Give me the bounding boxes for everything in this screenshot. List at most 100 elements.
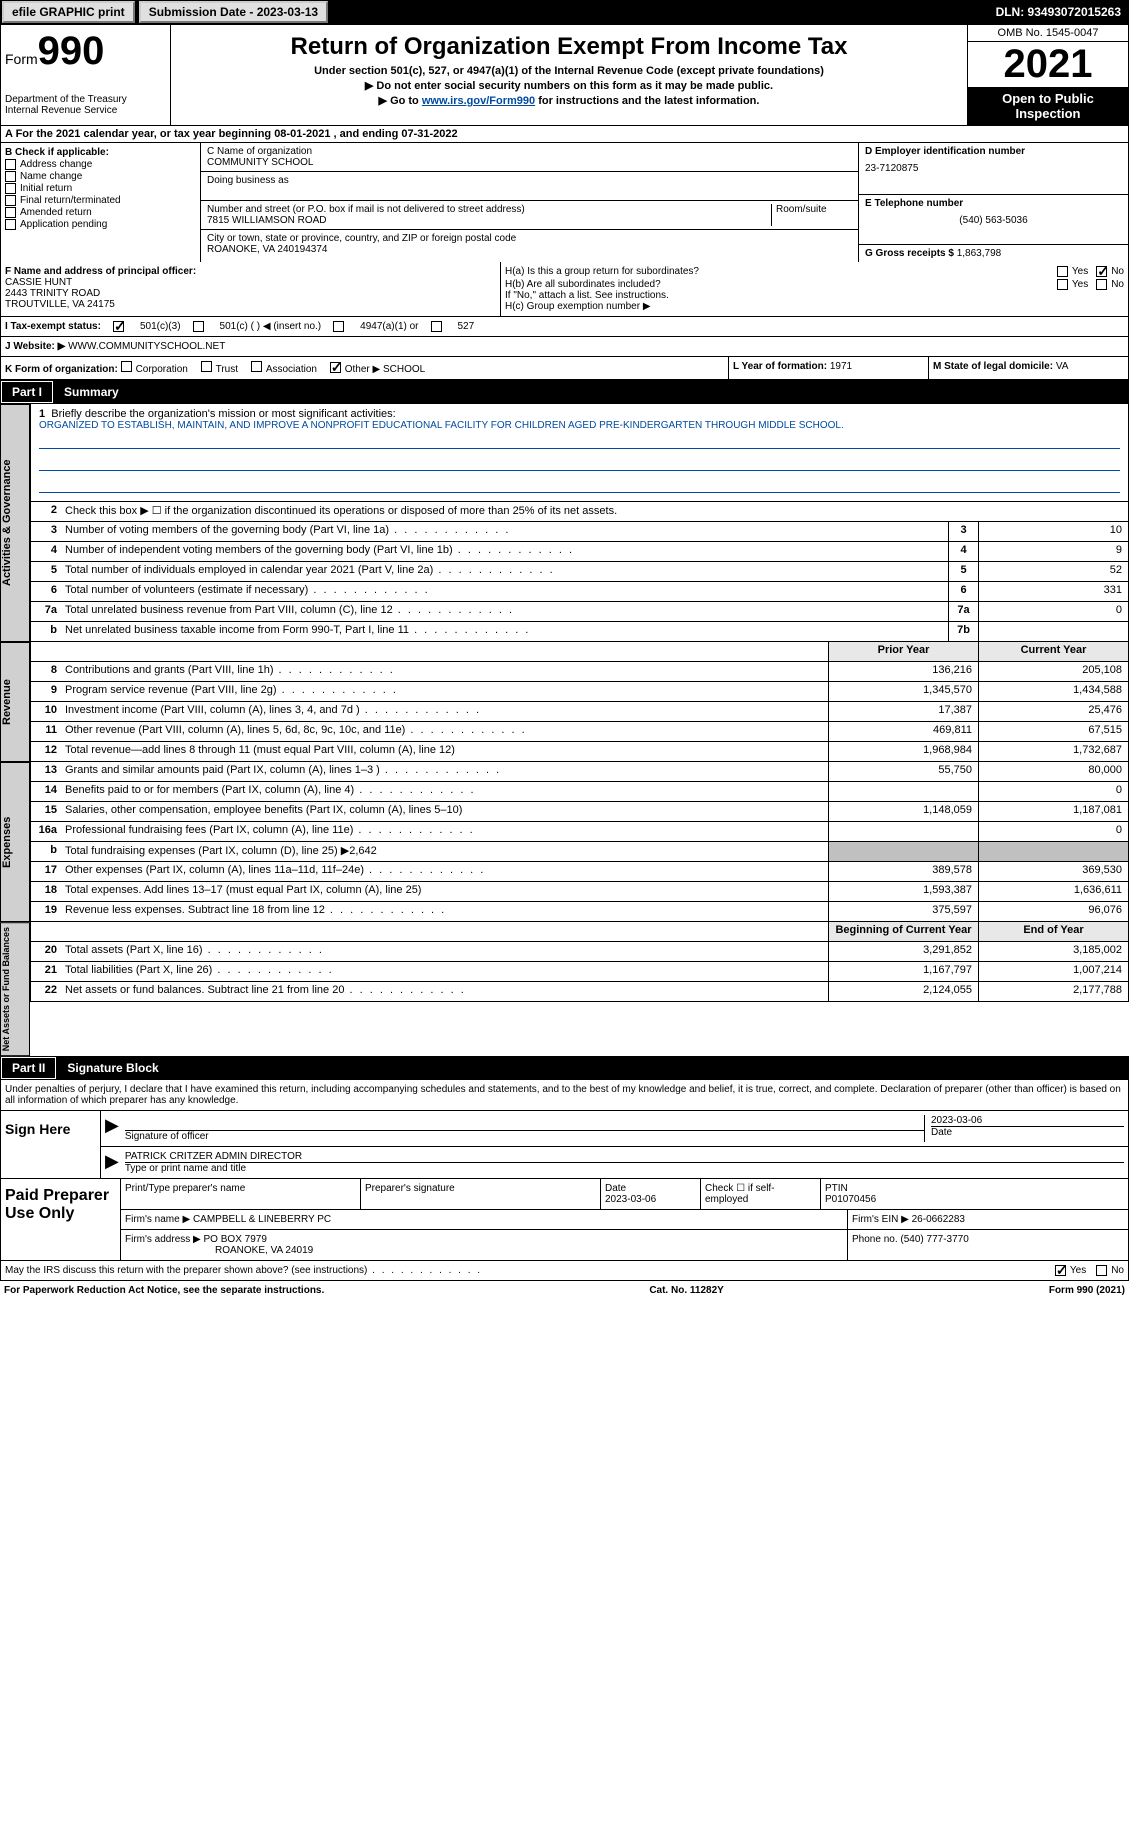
l21-desc: Total liabilities (Part X, line 26) [61,962,828,981]
firm-ein: 26-0662283 [912,1214,965,1225]
cb-initial-return[interactable] [5,183,16,194]
form-header: Form990 Department of the Treasury Inter… [0,24,1129,126]
l16b-desc: Total fundraising expenses (Part IX, col… [61,842,828,861]
cb-trust[interactable] [201,361,212,372]
type-name-label: Type or print name and title [125,1163,1124,1174]
dba-label: Doing business as [207,175,852,186]
l17-curr: 369,530 [978,862,1128,881]
l13-prior: 55,750 [828,762,978,781]
officer-name-title: PATRICK CRITZER ADMIN DIRECTOR [125,1151,1124,1163]
officer-group-block: F Name and address of principal officer:… [0,262,1129,317]
l2-label: Check this box ▶ ☐ if the organization d… [61,502,1128,521]
cb-address-change[interactable] [5,159,16,170]
cb-4947[interactable] [333,321,344,332]
topbar: efile GRAPHIC print Submission Date - 20… [0,0,1129,24]
prep-sig-label: Preparer's signature [361,1179,601,1209]
instr-ssn: ▶ Do not enter social security numbers o… [175,79,963,92]
l9-prior: 1,345,570 [828,682,978,701]
cb-other[interactable] [330,362,341,373]
l7b-desc: Net unrelated business taxable income fr… [61,622,948,641]
cb-name-change[interactable] [5,171,16,182]
org-name-label: C Name of organization [207,146,852,157]
omb-number: OMB No. 1545-0047 [968,25,1128,42]
l17-prior: 389,578 [828,862,978,881]
irs-link[interactable]: www.irs.gov/Form990 [422,95,535,107]
l13-curr: 80,000 [978,762,1128,781]
l14-prior [828,782,978,801]
cb-527[interactable] [431,321,442,332]
l12-curr: 1,732,687 [978,742,1128,761]
l8-prior: 136,216 [828,662,978,681]
sig-date-label: Date [931,1126,1124,1138]
firm-addr2: ROANOKE, VA 24019 [215,1245,313,1256]
cb-ha-yes[interactable] [1057,266,1068,277]
l17-desc: Other expenses (Part IX, column (A), lin… [61,862,828,881]
l4-val: 9 [978,542,1128,561]
sig-officer-label: Signature of officer [125,1131,924,1142]
phone-label: E Telephone number [865,198,963,209]
l22-curr: 2,177,788 [978,982,1128,1001]
part1-header: Part I Summary [0,380,1129,404]
name-arrow-icon: ▶ [105,1151,119,1174]
l7a-desc: Total unrelated business revenue from Pa… [61,602,948,621]
sig-date-value: 2023-03-06 [931,1115,1124,1126]
cb-501c[interactable] [193,321,204,332]
vlabel-net-assets: Net Assets or Fund Balances [0,922,30,1056]
l8-desc: Contributions and grants (Part VIII, lin… [61,662,828,681]
website-value: WWW.COMMUNITYSCHOOL.NET [68,341,225,352]
mission-text: ORGANIZED TO ESTABLISH, MAINTAIN, AND IM… [39,420,1120,431]
paid-preparer-block: Paid Preparer Use Only Print/Type prepar… [0,1179,1129,1261]
instr-link: ▶ Go to www.irs.gov/Form990 for instruct… [175,94,963,107]
section-b-checkboxes: B Check if applicable: Address change Na… [1,143,201,262]
l7a-val: 0 [978,602,1128,621]
l5-desc: Total number of individuals employed in … [61,562,948,581]
l22-prior: 2,124,055 [828,982,978,1001]
cb-discuss-yes[interactable] [1055,1265,1066,1276]
l3-desc: Number of voting members of the governin… [61,522,948,541]
l12-desc: Total revenue—add lines 8 through 11 (mu… [61,742,828,761]
open-to-public: Open to Public Inspection [968,87,1128,125]
l18-curr: 1,636,611 [978,882,1128,901]
form-title: Return of Organization Exempt From Incom… [175,33,963,61]
firm-phone: (540) 777-3770 [900,1234,968,1245]
part2-header: Part II Signature Block [0,1056,1129,1080]
prep-date-val: 2023-03-06 [605,1194,656,1205]
cb-assoc[interactable] [251,361,262,372]
hb-label: H(b) Are all subordinates included? [505,279,1057,290]
org-name: COMMUNITY SCHOOL [207,157,852,168]
city-label: City or town, state or province, country… [207,233,852,244]
hdr-prior-year: Prior Year [828,642,978,661]
gross-receipts-label: G Gross receipts $ [865,248,954,259]
cb-hb-no[interactable] [1096,279,1107,290]
hb-note: If "No," attach a list. See instructions… [505,290,1124,301]
cb-corp[interactable] [121,361,132,372]
addr-label: Number and street (or P.O. box if mail i… [207,204,767,215]
officer-name: CASSIE HUNT [5,277,496,288]
l20-curr: 3,185,002 [978,942,1128,961]
hdr-begin-year: Beginning of Current Year [828,922,978,941]
vlabel-activities: Activities & Governance [0,404,30,642]
cb-ha-no[interactable] [1096,266,1107,277]
firm-name: CAMPBELL & LINEBERRY PC [193,1214,331,1225]
cb-final-return[interactable] [5,195,16,206]
l9-desc: Program service revenue (Part VIII, line… [61,682,828,701]
cb-hb-yes[interactable] [1057,279,1068,290]
state-domicile: VA [1056,361,1069,372]
pra-notice: For Paperwork Reduction Act Notice, see … [4,1285,324,1296]
cb-discuss-no[interactable] [1096,1265,1107,1276]
phone-value: (540) 563-5036 [865,215,1122,226]
tax-year: 2021 [968,42,1128,87]
efile-button[interactable]: efile GRAPHIC print [2,1,135,23]
firm-addr1: PO BOX 7979 [204,1234,267,1245]
submission-date-button[interactable]: Submission Date - 2023-03-13 [139,1,328,23]
hc-label: H(c) Group exemption number ▶ [505,301,1124,312]
cb-amended-return[interactable] [5,207,16,218]
ha-label: H(a) Is this a group return for subordin… [505,266,1057,277]
cb-501c3[interactable] [113,321,124,332]
l14-curr: 0 [978,782,1128,801]
cb-application-pending[interactable] [5,219,16,230]
l4-desc: Number of independent voting members of … [61,542,948,561]
l11-prior: 469,811 [828,722,978,741]
city-state-zip: ROANOKE, VA 240194374 [207,244,852,255]
l6-desc: Total number of volunteers (estimate if … [61,582,948,601]
